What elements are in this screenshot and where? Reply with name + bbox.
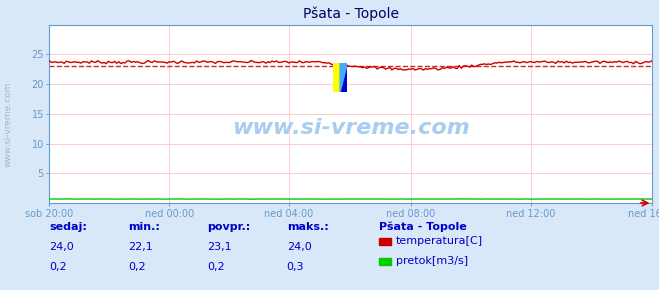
Text: povpr.:: povpr.:: [208, 222, 251, 232]
Polygon shape: [340, 64, 347, 93]
Text: 0,2: 0,2: [129, 262, 146, 272]
Text: maks.:: maks.:: [287, 222, 328, 232]
Polygon shape: [340, 64, 347, 93]
Text: 22,1: 22,1: [129, 242, 154, 252]
Text: www.si-vreme.com: www.si-vreme.com: [4, 82, 13, 167]
Text: temperatura[C]: temperatura[C]: [396, 236, 483, 246]
Text: 24,0: 24,0: [49, 242, 74, 252]
Text: www.si-vreme.com: www.si-vreme.com: [232, 118, 470, 138]
Title: Pšata - Topole: Pšata - Topole: [303, 6, 399, 21]
Text: Pšata - Topole: Pšata - Topole: [379, 222, 467, 232]
Text: 23,1: 23,1: [208, 242, 232, 252]
Text: 0,2: 0,2: [49, 262, 67, 272]
Text: pretok[m3/s]: pretok[m3/s]: [396, 256, 468, 266]
Text: 24,0: 24,0: [287, 242, 312, 252]
Bar: [333, 64, 340, 93]
Text: 0,3: 0,3: [287, 262, 304, 272]
Text: 0,2: 0,2: [208, 262, 225, 272]
Text: min.:: min.:: [129, 222, 160, 232]
Text: sedaj:: sedaj:: [49, 222, 87, 232]
